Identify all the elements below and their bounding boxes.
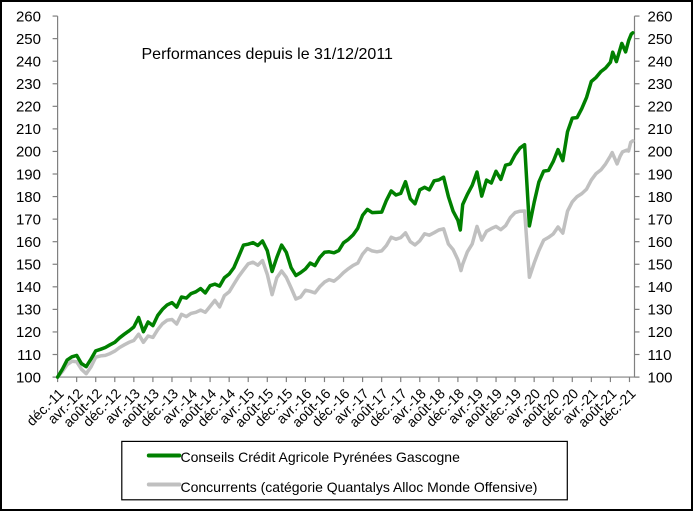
svg-text:160: 160 xyxy=(16,234,41,251)
svg-text:130: 130 xyxy=(648,302,673,319)
svg-text:190: 190 xyxy=(648,166,673,183)
svg-text:250: 250 xyxy=(16,31,41,48)
svg-text:230: 230 xyxy=(16,76,41,93)
svg-text:170: 170 xyxy=(16,211,41,228)
svg-text:180: 180 xyxy=(648,189,673,206)
svg-text:210: 210 xyxy=(648,121,673,138)
svg-text:150: 150 xyxy=(648,257,673,274)
svg-text:200: 200 xyxy=(648,144,673,161)
svg-text:260: 260 xyxy=(16,8,41,25)
svg-text:Conseils Crédit Agricole Pyrén: Conseils Crédit Agricole Pyrénées Gascog… xyxy=(181,449,461,465)
svg-text:220: 220 xyxy=(16,99,41,116)
svg-text:120: 120 xyxy=(648,324,673,341)
svg-text:210: 210 xyxy=(16,121,41,138)
svg-text:100: 100 xyxy=(648,369,673,386)
svg-text:100: 100 xyxy=(16,369,41,386)
svg-text:180: 180 xyxy=(16,189,41,206)
svg-text:200: 200 xyxy=(16,144,41,161)
svg-text:Concurrents (catégorie Quantal: Concurrents (catégorie Quantalys Alloc M… xyxy=(181,479,538,495)
svg-text:240: 240 xyxy=(16,54,41,71)
svg-text:250: 250 xyxy=(648,31,673,48)
svg-text:240: 240 xyxy=(648,54,673,71)
svg-text:140: 140 xyxy=(16,279,41,296)
svg-text:110: 110 xyxy=(648,347,672,364)
svg-text:Performances depuis le 31/12/2: Performances depuis le 31/12/2011 xyxy=(142,46,394,63)
svg-text:170: 170 xyxy=(648,211,673,228)
svg-text:190: 190 xyxy=(16,166,41,183)
svg-text:230: 230 xyxy=(648,76,673,93)
svg-text:130: 130 xyxy=(16,302,41,319)
svg-text:110: 110 xyxy=(17,347,41,364)
svg-text:150: 150 xyxy=(16,257,41,274)
svg-text:160: 160 xyxy=(648,234,673,251)
svg-text:120: 120 xyxy=(16,324,41,341)
svg-text:260: 260 xyxy=(648,8,673,25)
svg-text:140: 140 xyxy=(648,279,673,296)
svg-text:220: 220 xyxy=(648,99,673,116)
